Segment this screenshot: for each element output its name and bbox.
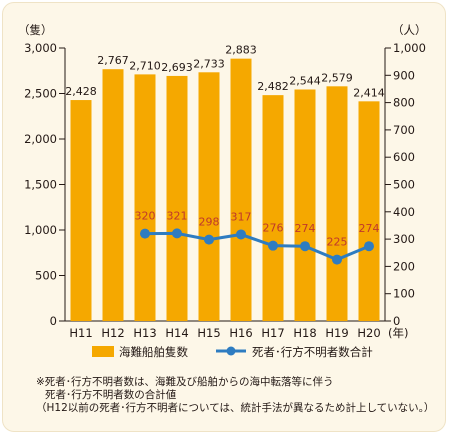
bar — [70, 100, 92, 321]
x-tick-label: H12 — [101, 326, 124, 340]
line-value-label: 317 — [231, 210, 252, 223]
line-value-label: 274 — [295, 222, 316, 235]
right-axis-unit: （人） — [392, 23, 427, 37]
line-point — [204, 234, 214, 245]
bar — [166, 75, 188, 321]
right-tick-label: 200 — [393, 259, 415, 273]
right-tick-label: 100 — [393, 287, 415, 301]
x-tick-label: H18 — [293, 326, 316, 340]
bar — [262, 95, 284, 321]
bar — [326, 86, 348, 321]
line-point — [300, 241, 310, 252]
bar-value-label: 2,710 — [129, 59, 161, 72]
footnote-line-1: ※死者･行方不明者数は、海難及び船舶からの海中転落等に伴う — [36, 376, 334, 388]
bar-value-label: 2,733 — [193, 57, 225, 70]
line-point — [172, 228, 182, 239]
right-tick-label: 500 — [393, 178, 415, 192]
x-tick-label: H19 — [325, 326, 348, 340]
line-series — [144, 231, 370, 262]
bar-value-label: 2,579 — [321, 71, 353, 84]
bar — [102, 69, 124, 321]
x-tick-label: H16 — [229, 326, 252, 340]
right-tick-label: 1,000 — [393, 41, 426, 55]
legend-bar-label: 海難船舶隻数 — [119, 345, 188, 359]
bar — [230, 58, 252, 321]
right-tick-label: 400 — [393, 205, 415, 219]
line-value-label: 321 — [167, 209, 188, 222]
x-tick-label: H14 — [165, 326, 188, 340]
bar-value-label: 2,693 — [161, 61, 193, 74]
left-tick-label: 2,000 — [24, 132, 57, 146]
right-tick-label: 0 — [393, 314, 400, 328]
line-point — [332, 254, 342, 265]
line-point — [364, 241, 374, 252]
bar — [134, 74, 156, 321]
bar — [198, 72, 220, 321]
line-point — [268, 240, 278, 251]
x-tick-label: H15 — [197, 326, 220, 340]
bar-value-label: 2,544 — [289, 74, 321, 87]
x-tick-label: H11 — [69, 326, 92, 340]
right-tick-label: 300 — [393, 232, 415, 246]
bar-value-label: 2,767 — [97, 54, 129, 67]
right-tick-label: 900 — [393, 68, 415, 82]
right-tick-label: 600 — [393, 150, 415, 164]
left-tick-label: 1,000 — [24, 223, 57, 237]
right-tick-label: 800 — [393, 96, 415, 110]
bar-value-label: 2,414 — [353, 86, 385, 99]
line-value-label: 225 — [327, 236, 348, 249]
left-tick-label: 0 — [50, 314, 57, 328]
bar-value-label: 2,428 — [65, 85, 97, 98]
line-point — [236, 229, 246, 240]
bar-value-label: 2,482 — [257, 80, 289, 93]
footnote-line-3: （H12以前の死者･行方不明者については、統計手法が異なるため計上していない。） — [36, 402, 435, 414]
bar-value-label: 2,883 — [225, 44, 257, 57]
x-tick-label: H20 — [357, 326, 380, 340]
left-tick-label: 3,000 — [24, 41, 57, 55]
line-value-label: 320 — [135, 210, 156, 223]
x-tick-label: H13 — [133, 326, 156, 340]
line-value-label: 298 — [199, 216, 220, 229]
x-tick-label: H17 — [261, 326, 284, 340]
left-tick-label: 2,500 — [24, 87, 57, 101]
x-axis-unit: (年) — [388, 326, 408, 340]
left-tick-label: 1,500 — [24, 178, 57, 192]
left-axis-unit: （隻） — [18, 23, 53, 37]
line-value-label: 276 — [263, 222, 284, 235]
left-tick-label: 500 — [35, 269, 57, 283]
legend-bar-swatch — [92, 346, 114, 357]
legend-line-label: 死者･行方不明者数合計 — [252, 345, 373, 359]
line-value-label: 274 — [359, 222, 380, 235]
bar — [294, 89, 316, 321]
line-point — [140, 228, 150, 239]
footnote-line-2: 死者･行方不明者数の合計値 — [45, 389, 177, 401]
bar — [358, 101, 380, 322]
legend-line-marker — [226, 346, 236, 356]
right-tick-label: 700 — [393, 123, 415, 137]
